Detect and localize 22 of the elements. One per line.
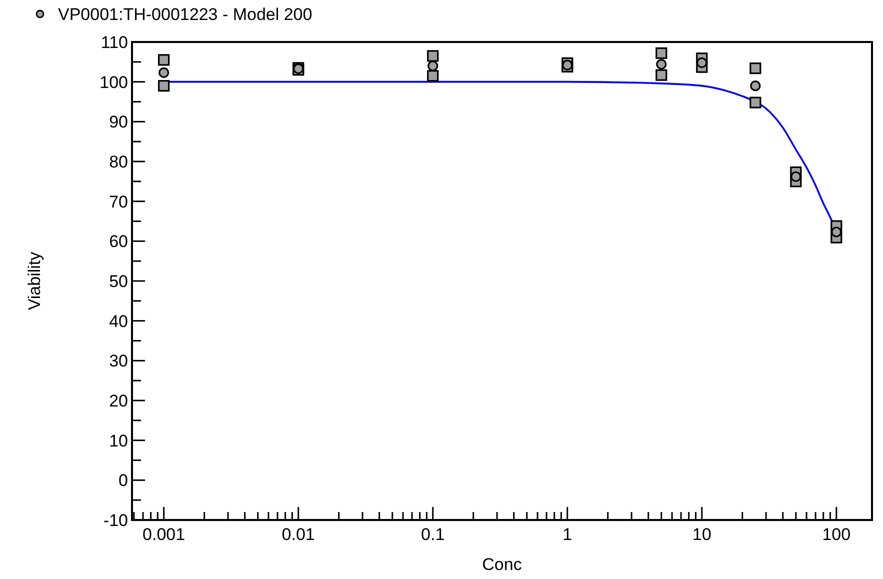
y-tick-label: 70: [109, 192, 128, 212]
y-tick-label: 60: [109, 232, 128, 252]
y-tick-label: 110: [100, 32, 128, 52]
x-axis-title: Conc: [482, 555, 522, 574]
x-tick-label: 10: [692, 525, 712, 544]
y-tick-label: 100: [100, 72, 128, 92]
y-tick-label: 90: [109, 112, 128, 132]
x-tick-label: 100: [822, 525, 851, 544]
y-tick-label: 30: [109, 352, 128, 371]
x-tick-label: 0.1: [421, 525, 445, 544]
y-tick-label: 10: [109, 431, 128, 450]
y-tick-label: 40: [109, 312, 128, 331]
y-tick-label: 20: [109, 391, 128, 410]
y-tick-label: 50: [109, 272, 128, 291]
x-tick-label: 1: [562, 525, 572, 544]
legend-label: VP0001:TH-0001223 - Model 200: [58, 4, 312, 24]
y-tick-label: -10: [103, 510, 128, 530]
x-tick-label: 0.01: [282, 525, 315, 544]
x-tick-label: 0.001: [142, 525, 186, 544]
y-axis-title: Viability: [25, 251, 44, 310]
y-tick-label: 80: [109, 152, 128, 172]
y-tick-label: 0: [118, 471, 128, 490]
